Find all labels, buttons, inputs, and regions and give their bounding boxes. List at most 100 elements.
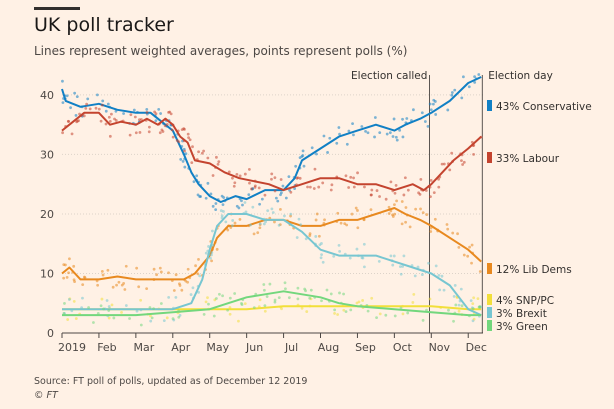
- poll-point: [224, 220, 228, 224]
- poll-point: [402, 254, 406, 258]
- poll-point: [161, 130, 165, 133]
- poll-point: [273, 298, 277, 302]
- poll-point: [453, 88, 457, 92]
- poll-point: [226, 308, 230, 312]
- poll-point: [179, 157, 183, 161]
- poll-point: [214, 297, 218, 300]
- poll-point: [349, 308, 353, 312]
- x-tick-label: Nov: [429, 341, 451, 354]
- poll-point: [66, 119, 70, 123]
- poll-point: [296, 286, 300, 290]
- poll-point: [82, 114, 86, 118]
- poll-point: [77, 119, 80, 123]
- poll-point: [243, 302, 247, 306]
- poll-point: [73, 280, 76, 284]
- poll-point: [167, 295, 171, 299]
- poll-point: [105, 299, 109, 302]
- poll-point: [296, 176, 300, 180]
- x-tick-label: Dec: [466, 341, 487, 354]
- poll-point: [135, 309, 139, 313]
- poll-point: [147, 130, 151, 134]
- poll-point: [392, 254, 396, 258]
- poll-point: [210, 251, 214, 255]
- poll-point: [258, 298, 262, 302]
- poll-point: [472, 296, 476, 300]
- poll-point: [404, 206, 408, 209]
- poll-point: [412, 292, 416, 296]
- poll-point: [462, 160, 466, 164]
- poll-point: [211, 174, 215, 177]
- poll-point: [183, 127, 186, 131]
- poll-point: [319, 256, 323, 260]
- poll-point: [452, 319, 455, 323]
- poll-point: [104, 122, 108, 126]
- poll-point: [180, 288, 184, 292]
- poll-point: [113, 117, 116, 121]
- poll-point: [347, 186, 351, 189]
- poll-point: [202, 149, 205, 153]
- poll-point: [429, 195, 432, 198]
- poll-point: [81, 296, 84, 300]
- poll-point: [384, 313, 388, 317]
- legend-label: 3% Green: [496, 321, 548, 333]
- poll-point: [378, 312, 382, 316]
- poll-point: [273, 176, 277, 180]
- poll-point: [257, 186, 261, 190]
- poll-point: [300, 306, 304, 310]
- poll-point: [321, 260, 325, 264]
- poll-point: [411, 108, 415, 112]
- poll-point: [124, 304, 128, 307]
- poll-point: [356, 209, 359, 212]
- poll-point: [338, 291, 341, 295]
- poll-point: [162, 319, 166, 322]
- poll-point: [221, 203, 225, 207]
- poll-point: [385, 132, 389, 136]
- poll-point: [101, 273, 105, 277]
- poll-point: [370, 296, 374, 300]
- source-note: Source: FT poll of polls, updated as of …: [34, 376, 308, 387]
- poll-point: [204, 251, 208, 255]
- poll-point: [478, 305, 482, 309]
- poll-point: [395, 199, 398, 203]
- poll-point: [74, 114, 78, 117]
- poll-point: [100, 269, 104, 273]
- poll-point: [252, 232, 256, 236]
- poll-point: [226, 228, 230, 232]
- poll-point: [220, 214, 224, 218]
- poll-point: [82, 275, 86, 279]
- poll-point: [313, 167, 317, 171]
- poll-point: [86, 97, 90, 101]
- poll-point: [215, 247, 219, 251]
- poll-point: [122, 282, 126, 285]
- poll-point: [289, 212, 293, 216]
- poll-point: [343, 222, 347, 226]
- poll-point: [419, 207, 422, 211]
- poll-point: [470, 243, 474, 247]
- poll-point: [241, 203, 244, 207]
- poll-point: [437, 274, 441, 277]
- poll-point: [279, 207, 282, 211]
- poll-point: [362, 218, 366, 222]
- poll-point: [336, 211, 340, 215]
- poll-point: [221, 294, 224, 298]
- poll-point: [321, 181, 325, 185]
- poll-point: [167, 271, 170, 275]
- poll-point: [133, 115, 137, 119]
- poll-point: [106, 268, 110, 272]
- poll-point: [406, 311, 410, 315]
- poll-point: [360, 125, 364, 128]
- poll-point: [362, 242, 366, 246]
- y-tick-label: 30: [40, 148, 54, 161]
- poll-point: [106, 102, 110, 106]
- poll-point: [112, 316, 116, 320]
- poll-point: [274, 196, 278, 200]
- poll-point: [204, 300, 208, 304]
- poll-point: [317, 185, 321, 189]
- poll-point: [414, 207, 418, 211]
- poll-point: [215, 155, 218, 159]
- poll-point: [69, 106, 72, 110]
- legend-swatch: [487, 263, 492, 274]
- poll-point: [148, 306, 152, 309]
- poll-point: [65, 94, 69, 98]
- poll-point: [260, 197, 264, 201]
